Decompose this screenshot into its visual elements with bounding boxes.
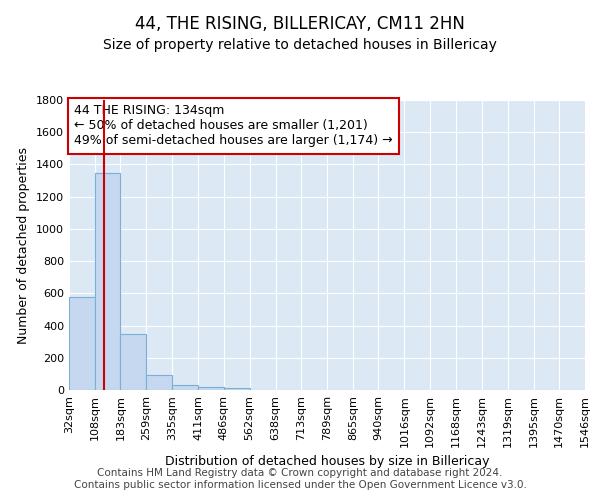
Text: Size of property relative to detached houses in Billericay: Size of property relative to detached ho…	[103, 38, 497, 52]
Bar	[69, 296, 95, 390]
Bar	[95, 172, 121, 390]
Bar	[224, 388, 250, 390]
Bar	[121, 334, 146, 390]
Bar	[198, 387, 224, 390]
Text: Contains HM Land Registry data © Crown copyright and database right 2024.
Contai: Contains HM Land Registry data © Crown c…	[74, 468, 526, 490]
Bar	[172, 385, 198, 390]
Y-axis label: Number of detached properties: Number of detached properties	[17, 146, 31, 344]
Text: 44 THE RISING: 134sqm
← 50% of detached houses are smaller (1,201)
49% of semi-d: 44 THE RISING: 134sqm ← 50% of detached …	[74, 104, 393, 148]
X-axis label: Distribution of detached houses by size in Billericay: Distribution of detached houses by size …	[165, 455, 489, 468]
Bar	[146, 374, 172, 390]
Text: 44, THE RISING, BILLERICAY, CM11 2HN: 44, THE RISING, BILLERICAY, CM11 2HN	[135, 15, 465, 33]
